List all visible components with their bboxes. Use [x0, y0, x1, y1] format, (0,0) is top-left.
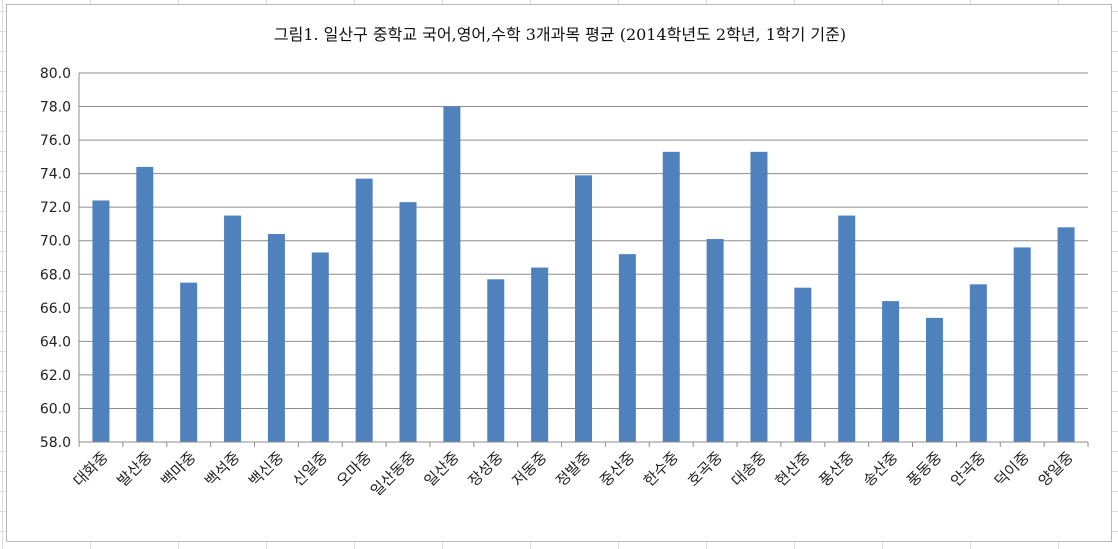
x-tick-label: 양일중	[1035, 448, 1077, 490]
bar-20	[925, 317, 943, 442]
bar-10	[487, 279, 505, 442]
x-tick-label: 호곡중	[684, 448, 726, 490]
y-tick-label: 64.0	[40, 334, 71, 350]
x-tick-label: 송산중	[859, 448, 901, 490]
x-tick-label: 백신중	[245, 448, 287, 490]
x-tick-label: 저동중	[508, 448, 550, 490]
axes	[78, 73, 1089, 447]
x-tick-label: 장성중	[465, 448, 507, 490]
y-tick-label: 58.0	[40, 435, 71, 451]
bar-18	[838, 215, 856, 442]
bar-11	[531, 267, 549, 442]
x-tick-label: 백마중	[157, 448, 199, 490]
bar-8	[399, 202, 417, 442]
x-tick-label: 백석중	[201, 448, 243, 490]
bar-13	[618, 254, 636, 442]
y-tick-label: 70.0	[40, 234, 71, 250]
y-tick-label: 68.0	[40, 267, 71, 283]
y-tick-label: 72.0	[40, 200, 71, 216]
y-tick-label: 76.0	[40, 133, 71, 149]
bar-3	[180, 282, 198, 442]
bar-19	[882, 301, 900, 442]
y-tick-label: 78.0	[40, 100, 71, 116]
y-tick-label: 62.0	[40, 368, 71, 384]
x-tick-label: 풍산중	[816, 448, 858, 490]
x-tick-label: 한수중	[640, 448, 682, 490]
x-tick-label: 안곡중	[947, 448, 989, 490]
y-axis-tick-labels: 58.0 60.0 62.0 64.0 66.0 68.0 70.0 72.0 74.0 76.0…	[40, 66, 71, 451]
x-tick-label: 대화중	[70, 448, 112, 490]
x-tick-label: 일산중	[421, 448, 463, 490]
x-tick-label: 일산동중	[367, 448, 419, 500]
bar-16	[750, 151, 768, 442]
x-tick-label: 정발중	[552, 448, 594, 490]
chart-area[interactable]: 그림1. 일산구 중학교 국어,영어,수학 3개과목 평균 (2014학년도 2…	[6, 4, 1112, 542]
bar-6	[311, 252, 329, 442]
bar-9	[443, 106, 461, 442]
bar-22	[1013, 247, 1031, 442]
y-tick-label: 74.0	[40, 167, 71, 183]
bar-7	[355, 178, 373, 442]
x-tick-label: 현산중	[772, 448, 814, 490]
bar-17	[794, 287, 812, 442]
y-tick-label: 60.0	[40, 401, 71, 417]
x-tick-label: 오마중	[333, 448, 375, 490]
bar-14	[662, 151, 680, 442]
chart-title: 그림1. 일산구 중학교 국어,영어,수학 3개과목 평균 (2014학년도 2…	[274, 25, 846, 44]
bar-1	[92, 200, 110, 442]
bar-4	[224, 215, 242, 442]
x-tick-label: 발산중	[114, 448, 156, 490]
x-tick-label: 중산중	[596, 448, 638, 490]
bar-23	[1057, 227, 1075, 442]
y-tick-label: 80.0	[40, 66, 71, 82]
x-tick-label: 풍동중	[903, 448, 945, 490]
y-tick-label: 66.0	[40, 301, 71, 317]
bar-12	[575, 175, 592, 442]
bar-21	[969, 284, 987, 442]
bars	[92, 106, 1075, 442]
bar-2	[136, 166, 154, 442]
x-tick-label: 대송중	[728, 448, 770, 490]
x-tick-label: 덕이중	[991, 448, 1033, 490]
bar-15	[706, 239, 724, 442]
bar-5	[267, 234, 285, 442]
bar-chart: 그림1. 일산구 중학교 국어,영어,수학 3개과목 평균 (2014학년도 2…	[40, 25, 1089, 500]
x-tick-label: 신일중	[289, 448, 331, 490]
